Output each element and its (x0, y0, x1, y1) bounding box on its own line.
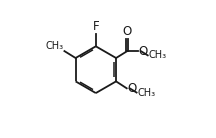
Text: CH₃: CH₃ (148, 50, 166, 60)
Text: O: O (127, 82, 136, 95)
Text: O: O (138, 45, 148, 58)
Text: O: O (123, 25, 132, 38)
Text: CH₃: CH₃ (137, 87, 155, 98)
Text: F: F (92, 20, 99, 33)
Text: CH₃: CH₃ (45, 41, 64, 51)
